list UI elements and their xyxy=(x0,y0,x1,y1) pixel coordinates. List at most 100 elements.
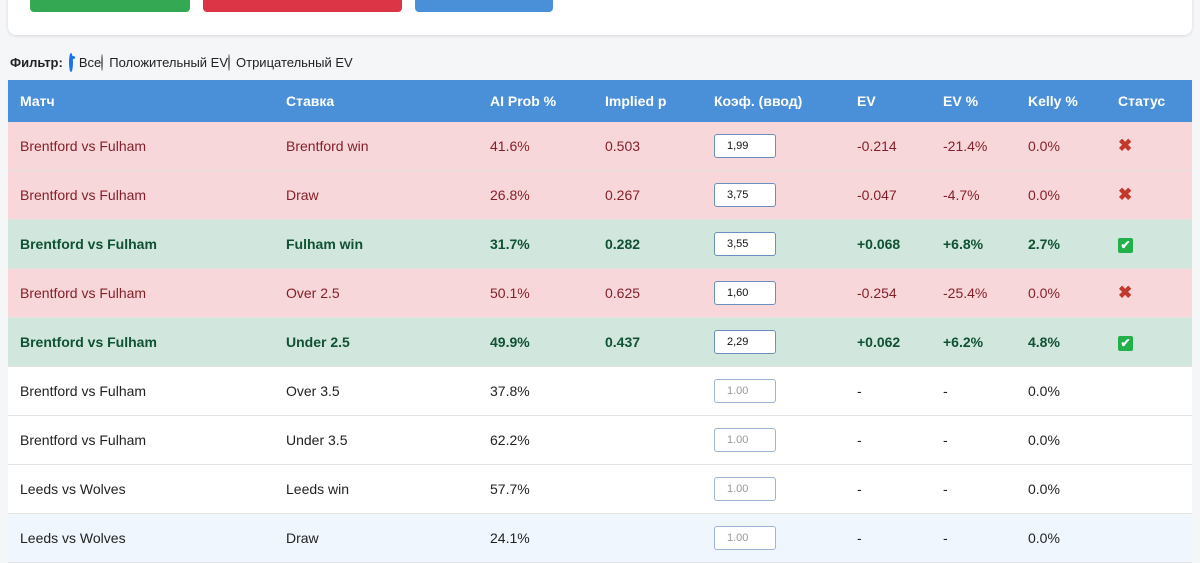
filter-option[interactable]: Все xyxy=(68,53,102,72)
cell-text: 0.0% xyxy=(1028,138,1060,154)
cell-text: Leeds vs Wolves xyxy=(20,530,126,546)
table-cell: 2.7% xyxy=(1016,219,1106,269)
table-cell: Draw xyxy=(274,513,478,563)
table-cell: - xyxy=(931,513,1016,563)
table-cell: Leeds vs Wolves xyxy=(8,513,274,563)
table-cell: 0.0% xyxy=(1016,268,1106,318)
table-cell: -25.4% xyxy=(931,268,1016,318)
column-header: EV % xyxy=(943,93,979,109)
cell-text: 26.8% xyxy=(490,187,530,203)
table-cell: 26.8% xyxy=(478,170,593,220)
table-cell xyxy=(1106,415,1192,465)
radio-button[interactable] xyxy=(68,53,73,72)
table-row: Brentford vs Fulham Under 3.5 62.2% 1.00 - - 0… xyxy=(8,415,1192,465)
cell-text: 37.8% xyxy=(490,383,530,399)
cell-text: 0.282 xyxy=(605,236,641,252)
top-card xyxy=(8,0,1192,35)
table-cell xyxy=(1106,513,1192,563)
table-cell: Leeds vs Wolves xyxy=(8,464,274,514)
cell-text: 31.7% xyxy=(490,236,530,252)
cell-text: 0.0% xyxy=(1028,481,1060,497)
odds-input[interactable]: 1.00 xyxy=(714,379,776,403)
table-cell xyxy=(593,464,702,514)
cell-text: Brentford win xyxy=(286,138,369,154)
table-cell: 0.0% xyxy=(1016,513,1106,563)
cell-text: 0.267 xyxy=(605,187,641,203)
filter-bar: Фильтр: Все Положительный EV Отрицательный… xyxy=(10,53,353,72)
table-cell: 0.267 xyxy=(593,170,702,220)
table-row: Brentford vs Fulham Over 3.5 37.8% 1.00 - - 0.… xyxy=(8,366,1192,416)
cell-text: 0.0% xyxy=(1028,383,1060,399)
cell-text: 0.0% xyxy=(1028,285,1060,301)
cell-text: 0.0% xyxy=(1028,187,1060,203)
table-cell: 50.1% xyxy=(478,268,593,318)
radio-button[interactable] xyxy=(101,54,104,71)
blue-button[interactable] xyxy=(415,0,553,12)
table-cell: 0.0% xyxy=(1016,366,1106,416)
table-cell: 2,29 xyxy=(702,317,845,367)
table-cell: +0.062 xyxy=(845,317,931,367)
odds-input[interactable]: 1.00 xyxy=(714,428,776,452)
table-cell: - xyxy=(845,415,931,465)
table-cell: 0.437 xyxy=(593,317,702,367)
table-row: Brentford vs Fulham Draw 26.8% 0.267 3,75 -0.… xyxy=(8,170,1192,220)
cell-text: Fulham win xyxy=(286,236,363,252)
option-label: Все xyxy=(78,55,102,70)
table-cell: Draw xyxy=(274,170,478,220)
table-cell: 1,60 xyxy=(702,268,845,318)
cell-text: Under 2.5 xyxy=(286,334,350,350)
table-cell: 0.282 xyxy=(593,219,702,269)
filter-option[interactable]: Отрицательный EV xyxy=(228,54,353,71)
cell-text: - xyxy=(857,481,862,497)
table-cell: +6.8% xyxy=(931,219,1016,269)
table-cell: ✔ xyxy=(1106,317,1192,367)
odds-input[interactable]: 3,75 xyxy=(714,183,776,207)
red-button[interactable] xyxy=(203,0,402,12)
cell-text: -0.254 xyxy=(857,285,897,301)
odds-input[interactable]: 3,55 xyxy=(714,232,776,256)
table-cell: 1.00 xyxy=(702,513,845,563)
table-cell: Over 2.5 xyxy=(274,268,478,318)
table-cell: Brentford vs Fulham xyxy=(8,122,274,171)
table-cell: 37.8% xyxy=(478,366,593,416)
odds-input[interactable]: 2,29 xyxy=(714,330,776,354)
cell-text: Leeds win xyxy=(286,481,350,497)
status-icon: ✖ xyxy=(1118,185,1133,204)
odds-input[interactable]: 1,60 xyxy=(714,281,776,305)
green-button[interactable] xyxy=(30,0,190,12)
table-cell: 24.1% xyxy=(478,513,593,563)
table-cell: -4.7% xyxy=(931,170,1016,220)
table-cell xyxy=(593,513,702,563)
cell-text: Under 3.5 xyxy=(286,432,348,448)
table-row: Leeds vs Wolves Leeds win 57.7% 1.00 - - 0.0% xyxy=(8,464,1192,514)
option-label: Отрицательный EV xyxy=(236,55,353,70)
cell-text: Brentford vs Fulham xyxy=(20,383,147,399)
odds-input[interactable]: 1.00 xyxy=(714,526,776,550)
status-icon: ✔ xyxy=(1118,335,1133,351)
cell-text: -25.4% xyxy=(943,285,988,301)
cell-text: - xyxy=(857,432,862,448)
cell-text: 62.2% xyxy=(490,432,530,448)
odds-input[interactable]: 1.00 xyxy=(714,477,776,501)
odds-input[interactable]: 1,99 xyxy=(714,134,776,158)
table-cell: Under 2.5 xyxy=(274,317,478,367)
table-cell xyxy=(593,415,702,465)
radio-button[interactable] xyxy=(228,54,231,71)
cell-text: +0.068 xyxy=(857,236,901,252)
cell-text: - xyxy=(857,530,862,546)
table-cell: 0.625 xyxy=(593,268,702,318)
table-cell: Brentford vs Fulham xyxy=(8,219,274,269)
table-cell: 0.0% xyxy=(1016,170,1106,220)
table-cell: Leeds win xyxy=(274,464,478,514)
filter-option[interactable]: Положительный EV xyxy=(101,54,228,71)
cell-text: - xyxy=(943,530,948,546)
table-cell xyxy=(1106,366,1192,416)
cell-text: 50.1% xyxy=(490,285,530,301)
table-row: Brentford vs Fulham Fulham win 31.7% 0.282 3… xyxy=(8,219,1192,269)
table-cell: 3,55 xyxy=(702,219,845,269)
table-cell: 41.6% xyxy=(478,122,593,171)
table-cell: +6.2% xyxy=(931,317,1016,367)
column-header: Kelly % xyxy=(1028,93,1078,109)
cell-text: - xyxy=(943,481,948,497)
table-cell: -0.254 xyxy=(845,268,931,318)
